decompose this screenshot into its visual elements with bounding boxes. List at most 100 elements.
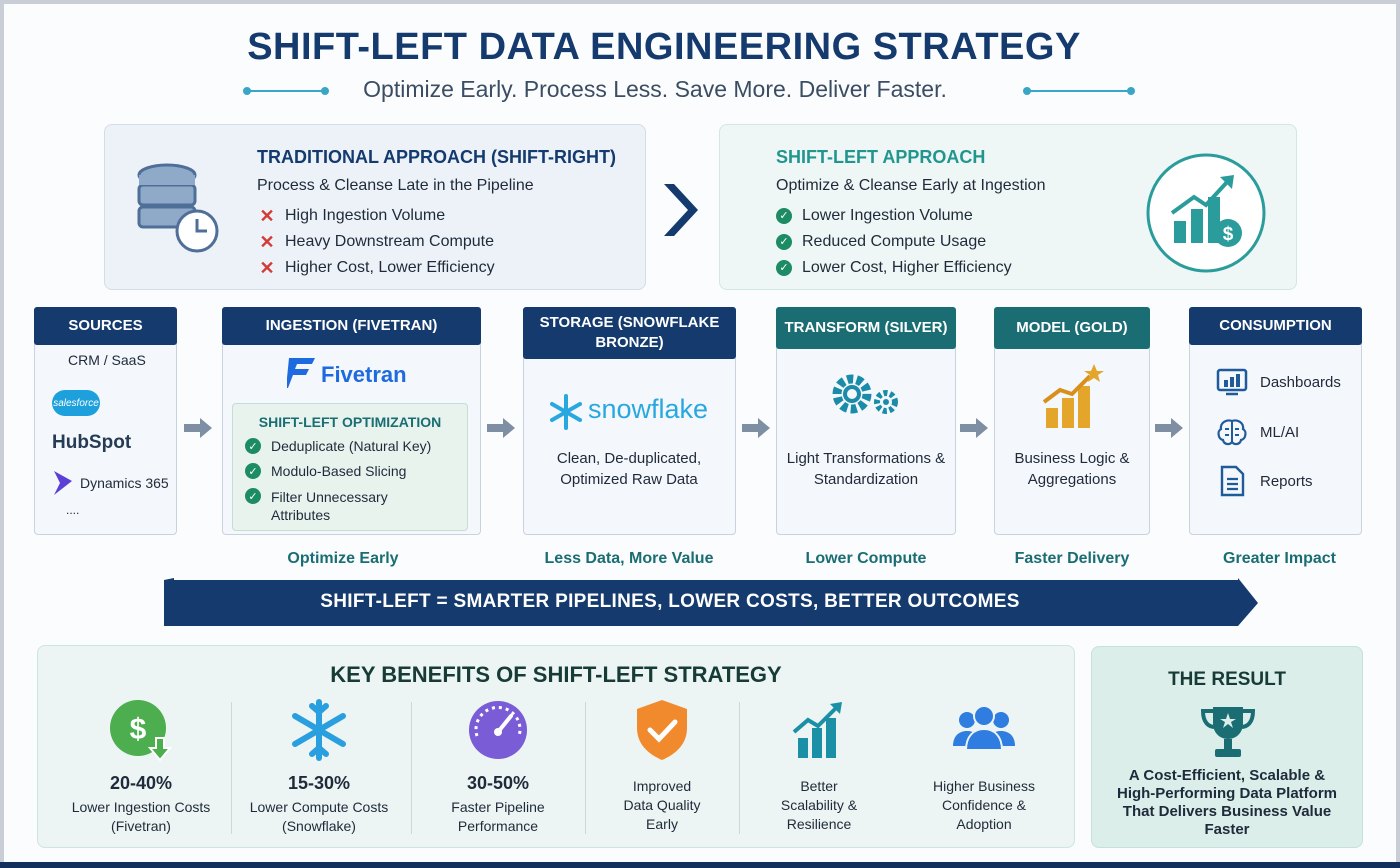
- transform-header: TRANSFORM (SILVER): [776, 307, 956, 349]
- source-dynamics: Dynamics 365: [80, 475, 169, 491]
- traditional-list: ✕ High Ingestion Volume ✕ Heavy Downstream…: [259, 203, 495, 281]
- speedometer-icon: [469, 701, 527, 759]
- caption-greater-impact: Greater Impact: [1223, 550, 1336, 567]
- check-icon: ✓: [776, 208, 792, 224]
- fivetran-logo: Fivetran: [321, 362, 407, 387]
- list-item: ✓ Lower Ingestion Volume: [776, 203, 1012, 229]
- key-benefits-panel: KEY BENEFITS OF SHIFT-LEFT STRATEGY $ 20…: [37, 645, 1075, 848]
- transform-text: Light Transformations & Standardization: [786, 450, 946, 488]
- growth-dollar-icon: $: [1146, 153, 1266, 273]
- bar-growth-icon: [792, 702, 842, 758]
- chevron-right-icon: [664, 184, 698, 236]
- optimization-title: SHIFT-LEFT OPTIMIZATION: [258, 414, 442, 430]
- consumption-header: CONSUMPTION: [1189, 307, 1362, 345]
- model-text: Business Logic & Aggregations: [1014, 450, 1130, 488]
- flow-arrow-icon: [1155, 418, 1183, 438]
- flow-arrow-icon: [487, 418, 515, 438]
- check-icon: ✓: [776, 234, 792, 250]
- brain-icon: [1217, 419, 1247, 446]
- flow-arrow-icon: [742, 418, 770, 438]
- flow-arrow-icon: [960, 418, 988, 438]
- svg-text:$: $: [130, 713, 147, 746]
- consumption-reports: Reports: [1216, 465, 1313, 497]
- x-icon: ✕: [259, 258, 275, 278]
- gears-icon: [832, 374, 898, 414]
- shift-left-list: ✓ Lower Ingestion Volume ✓ Reduced Compute…: [776, 203, 1012, 281]
- snowflake-icon: [550, 394, 582, 430]
- result-text: A Cost-Efficient, Scalable & High-Perfor…: [1116, 767, 1338, 838]
- caption-faster-delivery: Faster Delivery: [1014, 550, 1130, 567]
- bottom-bar: [0, 862, 1400, 868]
- trophy-icon: [1200, 707, 1256, 757]
- benefit-scalability: Better Scalability & Resilience: [744, 698, 894, 834]
- report-icon: [1220, 465, 1245, 497]
- check-icon: ✓: [776, 260, 792, 276]
- snowflake-icon: [292, 699, 346, 761]
- list-item: ✓ Modulo-Based Slicing: [245, 463, 431, 488]
- database-clock-icon: [137, 163, 219, 253]
- consumption-dashboards: Dashboards: [1216, 368, 1341, 396]
- benefit-compute-costs: 15-30% Lower Compute Costs (Snowflake): [238, 698, 400, 836]
- dollar-down-icon: $: [110, 700, 173, 762]
- subtitle-rule-right: [1023, 87, 1135, 95]
- ingestion-header: INGESTION (FIVETRAN): [222, 307, 481, 345]
- page-title: SHIFT-LEFT DATA ENGINEERING STRATEGY: [247, 26, 1081, 68]
- storage-header: STORAGE (SNOWFLAKE BRONZE): [523, 307, 736, 359]
- shield-check-icon: [637, 700, 687, 760]
- summary-band-text: SHIFT-LEFT = SMARTER PIPELINES, LOWER CO…: [320, 591, 1020, 612]
- x-icon: ✕: [259, 206, 275, 226]
- hubspot-logo: HubSpot: [52, 432, 132, 453]
- benefit-ingestion-costs: $ 20-40% Lower Ingestion Costs (Fivetran…: [56, 698, 226, 836]
- result-panel: THE RESULT A Cost-Efficient, Scalable & …: [1091, 646, 1363, 848]
- x-icon: ✕: [259, 232, 275, 252]
- check-icon: ✓: [245, 438, 261, 454]
- shift-left-subtitle: Optimize & Cleanse Early at Ingestion: [776, 177, 1046, 194]
- list-item: ✓ Deduplicate (Natural Key): [245, 438, 431, 463]
- benefit-pipeline-performance: 30-50% Faster Pipeline Performance: [420, 698, 576, 836]
- consumption-stage: [1189, 307, 1362, 535]
- model-header: MODEL (GOLD): [994, 307, 1150, 349]
- caption-lower-compute: Lower Compute: [805, 550, 927, 567]
- subtitle-rule-left: [243, 87, 329, 95]
- storage-text: Clean, De-duplicated, Optimized Raw Data: [556, 450, 702, 488]
- sources-stage: [34, 307, 177, 535]
- shift-left-optimization-box: SHIFT-LEFT OPTIMIZATION ✓ Deduplicate (Na…: [232, 403, 468, 531]
- benefit-data-quality: Improved Data Quality Early: [592, 698, 732, 834]
- dashboard-icon: [1216, 368, 1248, 396]
- shift-left-approach-panel: SHIFT-LEFT APPROACH Optimize & Cleanse E…: [719, 124, 1297, 290]
- benefit-divider: [231, 702, 232, 834]
- sources-header: SOURCES: [34, 307, 177, 345]
- benefit-divider: [411, 702, 412, 834]
- list-item: ✓ Lower Cost, Higher Efficiency: [776, 255, 1012, 281]
- summary-band-arrow: [164, 578, 1258, 626]
- source-crm: CRM / SaaS: [68, 352, 146, 368]
- optimization-list: ✓ Deduplicate (Natural Key) ✓ Modulo-Based…: [245, 438, 431, 528]
- list-item: ✓ Reduced Compute Usage: [776, 229, 1012, 255]
- traditional-subtitle: Process & Cleanse Late in the Pipeline: [257, 177, 534, 194]
- dynamics-icon: [54, 471, 72, 495]
- traditional-title: TRADITIONAL APPROACH (SHIFT-RIGHT): [257, 147, 616, 167]
- benefit-business-confidence: Higher Business Confidence & Adoption: [914, 698, 1054, 834]
- svg-text:$: $: [1223, 224, 1234, 245]
- people-icon: [953, 705, 1015, 751]
- fivetran-icon: [287, 358, 315, 388]
- list-item: ✕ Higher Cost, Lower Efficiency: [259, 255, 494, 281]
- snowflake-logo: snowflake: [588, 394, 709, 424]
- list-item: ✕ Heavy Downstream Compute: [259, 229, 495, 255]
- caption-optimize-early: Optimize Early: [287, 550, 399, 567]
- check-icon: ✓: [245, 488, 261, 504]
- result-title: THE RESULT: [1168, 669, 1286, 690]
- flow-arrow-icon: [184, 418, 212, 438]
- check-icon: ✓: [245, 463, 261, 479]
- shift-left-title: SHIFT-LEFT APPROACH: [776, 147, 986, 167]
- list-item: ✕ High Ingestion Volume: [259, 203, 495, 229]
- benefit-divider: [739, 702, 740, 834]
- benefits-title: KEY BENEFITS OF SHIFT-LEFT STRATEGY: [330, 662, 782, 687]
- gold-growth-icon: [1042, 364, 1104, 428]
- consumption-ml-ai: ML/AI: [1216, 418, 1299, 446]
- page-subtitle: Optimize Early. Process Less. Save More.…: [363, 76, 947, 102]
- source-more: ....: [66, 503, 80, 517]
- salesforce-logo: salesforce: [52, 390, 100, 416]
- list-item: ✓ Filter Unnecessary Attributes: [245, 488, 431, 528]
- traditional-approach-panel: TRADITIONAL APPROACH (SHIFT-RIGHT) Proce…: [104, 124, 646, 290]
